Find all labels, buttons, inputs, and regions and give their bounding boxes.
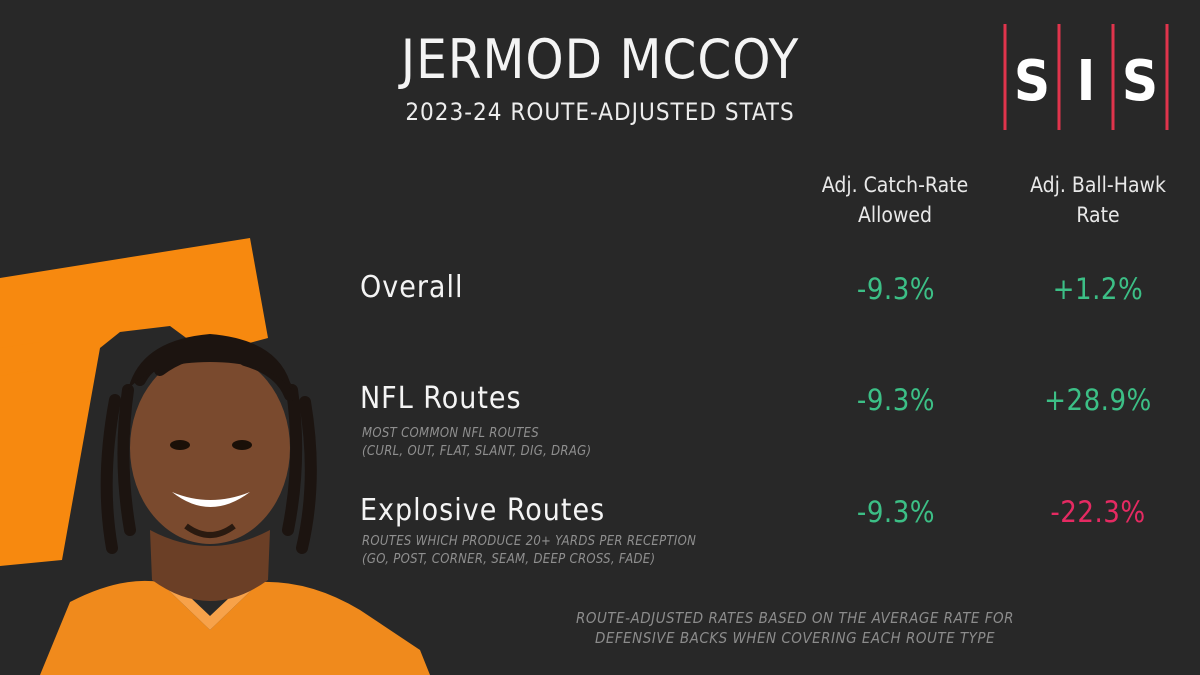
player-photo xyxy=(0,238,430,675)
column-header-ball-hawk: Adj. Ball-Hawk Rate xyxy=(1030,173,1166,227)
sis-logo: S I S xyxy=(1003,24,1169,130)
player-name: JERMOD MCCOY xyxy=(400,28,800,91)
nfl-routes-ball-hawk: +28.9% xyxy=(1044,383,1152,417)
footnote: ROUTE-ADJUSTED RATES BASED ON THE AVERAG… xyxy=(575,609,1015,647)
team-logo xyxy=(0,238,268,566)
explosive-routes-note: ROUTES WHICH PRODUCE 20+ YARDS PER RECEP… xyxy=(362,534,697,567)
explosive-routes-ball-hawk: -22.3% xyxy=(1050,495,1146,529)
logo-letter-s1: S xyxy=(1014,49,1050,114)
logo-letter-s2: S xyxy=(1122,49,1158,114)
logo-letter-i: I xyxy=(1077,49,1096,114)
page-subtitle: 2023-24 ROUTE-ADJUSTED STATS xyxy=(405,98,795,126)
row-label-explosive-routes: Explosive Routes xyxy=(360,493,606,528)
jersey xyxy=(40,580,430,675)
overall-catch-rate: -9.3% xyxy=(856,272,936,306)
row-label-overall: Overall xyxy=(360,270,464,305)
row-label-nfl-routes: NFL Routes xyxy=(360,381,522,416)
column-header-catch-rate: Adj. Catch-Rate Allowed xyxy=(821,173,969,227)
overall-ball-hawk: +1.2% xyxy=(1052,272,1144,306)
explosive-routes-catch-rate: -9.3% xyxy=(856,495,936,529)
nfl-routes-catch-rate: -9.3% xyxy=(856,383,936,417)
nfl-routes-note: MOST COMMON NFL ROUTES (CURL, OUT, FLAT,… xyxy=(362,426,592,459)
face xyxy=(130,352,290,544)
